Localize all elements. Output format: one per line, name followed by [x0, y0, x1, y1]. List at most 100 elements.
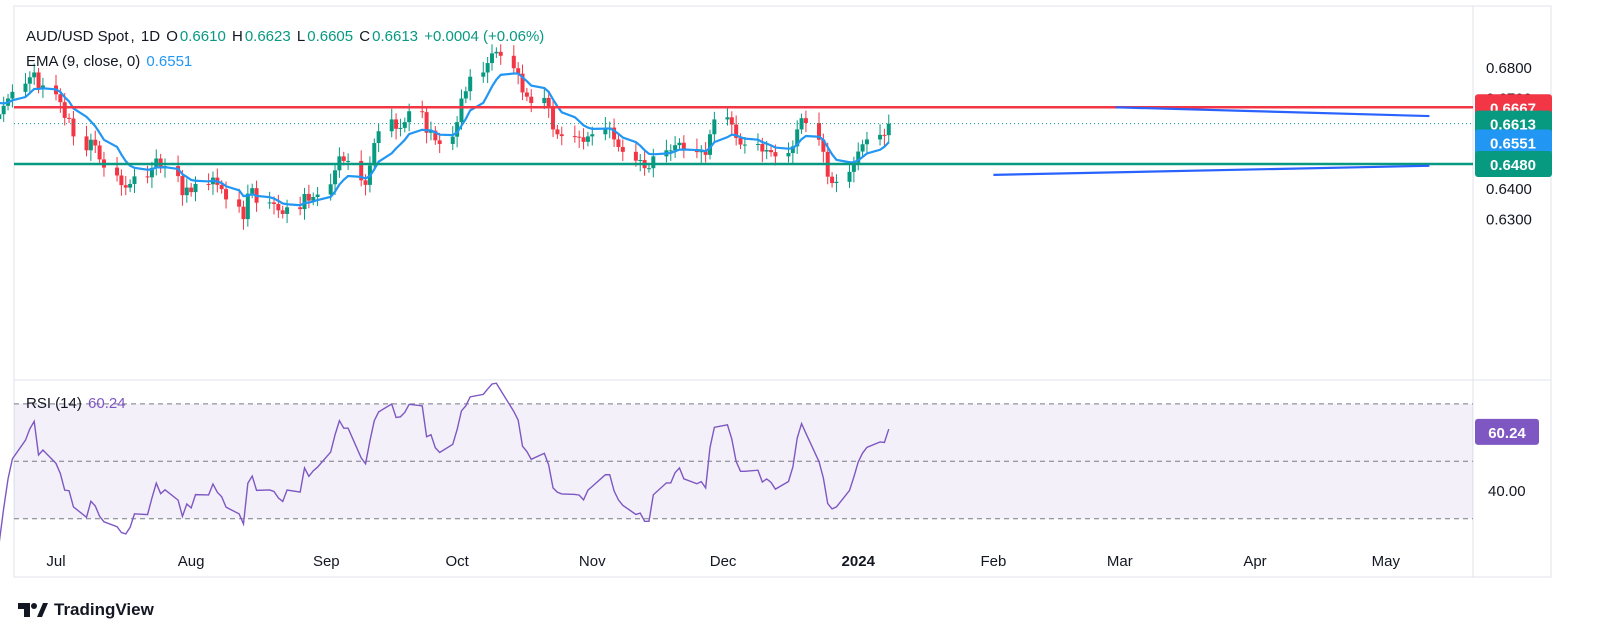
candle-body	[790, 146, 795, 154]
candle-body	[280, 210, 285, 214]
price-tick-label: 0.6300	[1486, 212, 1532, 229]
close-value: 0.6613	[372, 28, 419, 45]
time-tick-label: Oct	[445, 553, 469, 570]
candle-body	[250, 188, 255, 194]
candle-body	[311, 196, 316, 201]
candle-body	[638, 160, 643, 162]
candle-body	[498, 51, 503, 56]
candle-body	[184, 187, 189, 196]
candle-body	[27, 77, 32, 84]
candle-body	[115, 167, 120, 176]
candle-body	[673, 145, 678, 151]
candle-body	[145, 176, 150, 178]
candle-body	[738, 137, 743, 145]
candle-body	[742, 144, 747, 146]
candle-body	[189, 187, 194, 193]
candle-body	[821, 139, 826, 152]
candle-body	[572, 136, 577, 138]
candle-body	[32, 72, 37, 78]
candle-body	[542, 97, 547, 104]
candle-body	[633, 151, 638, 161]
candle-body	[620, 146, 625, 152]
ema-label: EMA (9, close, 0)	[26, 53, 141, 70]
candle-body	[206, 183, 211, 185]
candle-body	[97, 145, 102, 160]
candle-body	[708, 134, 712, 155]
candle-body	[402, 122, 407, 128]
candle-body	[864, 139, 869, 145]
candle-body	[786, 153, 791, 157]
candle-body	[577, 136, 582, 138]
candle-body	[398, 127, 403, 129]
candle-body	[276, 203, 281, 211]
candle-body	[149, 167, 154, 178]
candle-body	[755, 143, 760, 145]
candle-body	[468, 76, 473, 92]
candle-body	[123, 185, 128, 188]
candle-body	[459, 98, 464, 123]
candle-body	[10, 91, 15, 99]
rsi-value: 60.24	[88, 395, 126, 412]
time-tick-label: Nov	[579, 553, 606, 570]
candle-body	[834, 181, 839, 184]
symbol-label[interactable]: AUD/USD Spot	[26, 28, 129, 45]
candle-body	[71, 118, 76, 137]
candle-body	[128, 183, 133, 188]
candle-body	[546, 97, 551, 108]
candle-body	[559, 134, 564, 137]
candle-body	[180, 176, 185, 196]
candle-body	[119, 175, 124, 186]
candle-body	[581, 137, 586, 142]
candle-body	[585, 136, 590, 142]
candle-body	[699, 151, 704, 153]
candle-body	[603, 127, 608, 135]
candle-body	[363, 180, 368, 185]
rsi-label: RSI (14)	[26, 395, 82, 412]
candle-body	[511, 55, 516, 69]
candle-body	[428, 130, 433, 133]
candle-body	[389, 119, 394, 132]
candle-body	[315, 194, 320, 197]
open-value: 0.6610	[179, 28, 226, 45]
candle-body	[681, 142, 686, 150]
candle-body	[734, 124, 739, 138]
candle-body	[485, 63, 490, 73]
price-badge-label: 0.6480	[1490, 157, 1536, 174]
price-tick-label: 0.6400	[1486, 181, 1532, 198]
candle-body	[272, 202, 276, 204]
candle-body	[677, 142, 682, 146]
price-badge	[1475, 129, 1552, 156]
candle-body	[237, 199, 242, 207]
low-label: L	[296, 28, 306, 45]
candle-body	[455, 122, 460, 137]
candle-body	[516, 68, 521, 74]
candle-body	[555, 129, 560, 135]
low-value: 0.6605	[307, 28, 354, 45]
candle-body	[520, 73, 525, 93]
price-badge-label: 0.6613	[1490, 117, 1536, 134]
close-label: C	[359, 28, 371, 45]
ema-legend[interactable]: EMA (9, close, 0) 0.6551	[26, 53, 194, 70]
candle-body	[36, 72, 41, 89]
candle-body	[245, 193, 250, 220]
candle-body	[725, 117, 730, 120]
candle-body	[490, 53, 494, 64]
candle-body	[529, 96, 534, 104]
candle-body	[437, 140, 442, 144]
interval-label[interactable]: 1D	[140, 28, 161, 45]
candle-body	[359, 160, 364, 181]
time-tick-label: Feb	[980, 553, 1006, 570]
rsi-legend[interactable]: RSI (14) 60.24	[26, 395, 128, 412]
candle-body	[224, 189, 229, 200]
candle-body	[23, 83, 28, 92]
candle-body	[302, 193, 307, 210]
candle-body	[328, 184, 333, 195]
tradingview-logo[interactable]: TradingView	[18, 600, 154, 620]
candle-body	[803, 118, 808, 124]
candle-body	[773, 152, 778, 157]
candle-body	[847, 171, 852, 182]
candle-body	[298, 207, 303, 210]
candle-body	[769, 150, 774, 153]
candle-body	[799, 118, 804, 130]
